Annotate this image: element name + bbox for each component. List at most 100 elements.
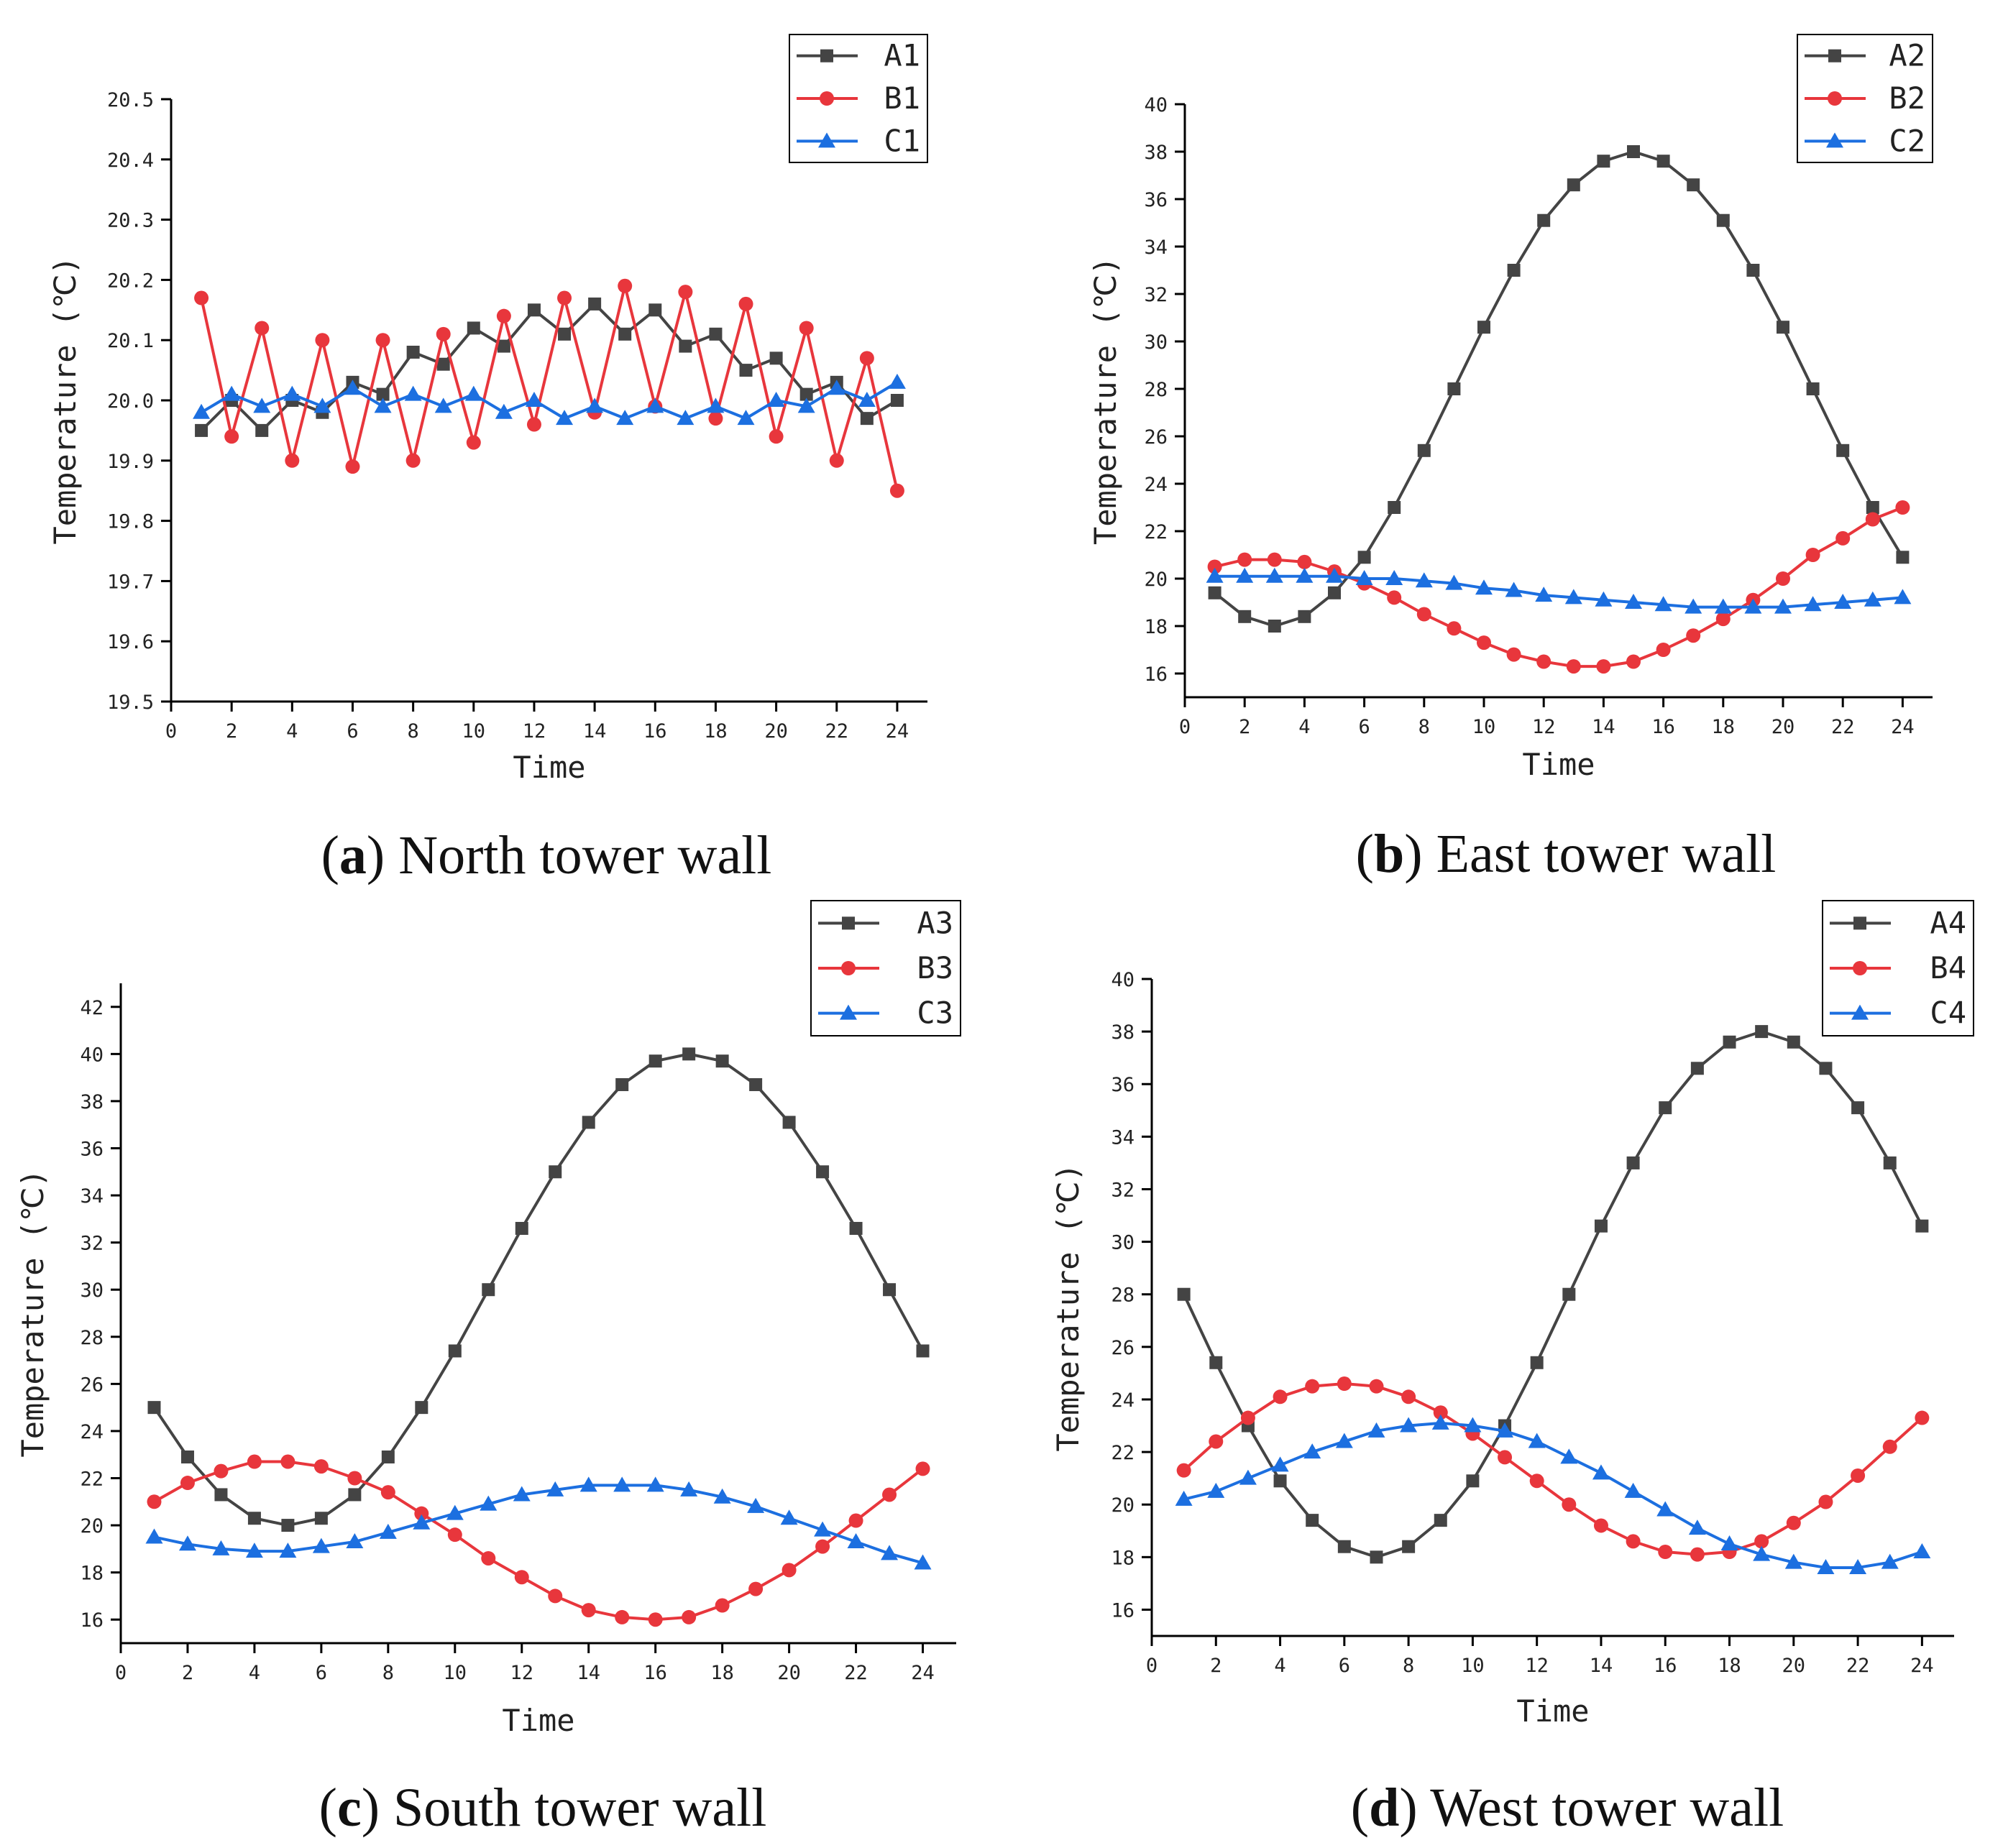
x-tick-label: 12 xyxy=(523,720,546,743)
data-point-C2 xyxy=(1774,598,1792,614)
data-point-C4 xyxy=(1913,1543,1931,1559)
legend-label-C2: C2 xyxy=(1889,123,1925,158)
y-tick-label: 32 xyxy=(80,1233,104,1255)
data-point-B4 xyxy=(1851,1468,1866,1483)
data-point-A4 xyxy=(1306,1514,1319,1527)
x-tick-label: 4 xyxy=(249,1662,260,1684)
legend-marker-C1 xyxy=(818,132,835,148)
data-point-C1 xyxy=(434,397,452,413)
data-point-A3 xyxy=(883,1283,897,1297)
data-point-C3 xyxy=(881,1545,899,1560)
legend: A3 B3 C3 xyxy=(810,900,961,1036)
data-point-C3 xyxy=(847,1533,865,1549)
data-point-A2 xyxy=(1537,213,1551,227)
data-point-B1 xyxy=(285,453,300,468)
data-point-C2 xyxy=(1654,596,1672,612)
data-point-A4 xyxy=(1273,1474,1287,1488)
data-point-A1 xyxy=(709,327,723,341)
y-tick-label: 24 xyxy=(1144,474,1168,496)
data-point-B4 xyxy=(1915,1410,1930,1425)
legend-label-C4: C4 xyxy=(1930,996,1966,1031)
x-tick-label: 16 xyxy=(643,720,667,743)
legend: A4 B4 C4 xyxy=(1822,900,1974,1036)
x-tick-label: 0 xyxy=(1179,716,1191,738)
data-point-B1 xyxy=(194,290,209,305)
data-point-C4 xyxy=(1817,1558,1835,1574)
x-tick-label: 24 xyxy=(1910,1655,1934,1677)
data-point-C3 xyxy=(914,1554,932,1570)
data-point-C2 xyxy=(1385,570,1403,585)
y-tick-label: 19.7 xyxy=(107,571,154,593)
data-point-B1 xyxy=(859,351,874,366)
data-point-A2 xyxy=(1627,145,1640,158)
x-tick-label: 12 xyxy=(510,1662,534,1684)
data-point-C1 xyxy=(313,397,331,413)
data-point-C3 xyxy=(245,1543,263,1558)
y-tick-label: 20.3 xyxy=(107,210,154,232)
x-tick-label: 2 xyxy=(182,1662,193,1684)
data-point-C2 xyxy=(1445,574,1463,590)
x-tick-label: 16 xyxy=(1651,716,1675,738)
data-point-B3 xyxy=(447,1527,462,1543)
y-tick-label: 20.1 xyxy=(107,330,154,352)
data-point-C1 xyxy=(616,410,634,426)
data-point-A1 xyxy=(255,423,269,437)
y-tick-label: 36 xyxy=(1144,189,1168,211)
data-point-A2 xyxy=(1447,382,1461,395)
data-point-C4 xyxy=(1271,1456,1289,1472)
data-point-B3 xyxy=(715,1598,730,1613)
data-point-C3 xyxy=(379,1523,397,1539)
x-tick-label: 22 xyxy=(844,1662,868,1684)
y-tick-label: 40 xyxy=(1111,969,1135,991)
data-point-B1 xyxy=(255,321,270,336)
data-point-B1 xyxy=(224,429,239,444)
data-point-B2 xyxy=(1656,643,1671,657)
data-point-A1 xyxy=(195,423,208,437)
data-point-A2 xyxy=(1656,155,1670,168)
data-point-B3 xyxy=(147,1494,162,1509)
data-point-B1 xyxy=(769,429,784,444)
data-point-C2 xyxy=(1894,589,1912,604)
data-point-C1 xyxy=(556,410,574,426)
data-point-A3 xyxy=(415,1401,428,1415)
data-point-B3 xyxy=(380,1485,395,1500)
data-point-C4 xyxy=(1175,1490,1193,1506)
data-point-B4 xyxy=(1690,1547,1705,1562)
y-tick-label: 20 xyxy=(1144,569,1168,591)
data-point-C3 xyxy=(480,1495,498,1511)
chart-south-tower-wall: 0 2 4 6 8 10 12 14 16 18 20 22 241618202224262830323… xyxy=(15,900,961,1838)
y-tick-label: 18 xyxy=(1111,1547,1135,1569)
data-point-A2 xyxy=(1836,443,1850,457)
data-point-A1 xyxy=(497,339,510,353)
data-point-A4 xyxy=(1434,1514,1447,1527)
x-tick-label: 4 xyxy=(286,720,298,743)
x-tick-label: 12 xyxy=(1525,1655,1549,1677)
data-point-C2 xyxy=(1535,587,1553,602)
data-point-A3 xyxy=(782,1116,796,1129)
data-point-C4 xyxy=(1528,1433,1546,1448)
legend-marker-B2 xyxy=(1828,91,1842,106)
x-tick-label: 6 xyxy=(1358,716,1370,738)
data-point-A1 xyxy=(679,339,692,353)
caption-paren-close: ) xyxy=(362,1778,393,1838)
caption-text: East tower wall xyxy=(1436,824,1777,884)
legend-marker-C3 xyxy=(840,1004,857,1020)
data-point-B2 xyxy=(1416,607,1431,622)
legend-label-C1: C1 xyxy=(884,123,920,158)
y-tick-label: 28 xyxy=(80,1327,104,1349)
data-point-B1 xyxy=(557,290,572,305)
data-point-A2 xyxy=(1567,178,1580,192)
data-point-C1 xyxy=(737,410,755,426)
y-tick-label: 20.4 xyxy=(107,150,154,172)
data-point-C1 xyxy=(374,397,392,413)
data-point-C2 xyxy=(1505,581,1523,597)
y-tick-label: 20 xyxy=(1111,1494,1135,1517)
y-axis-title: Temperature (℃) xyxy=(15,1169,50,1457)
x-tick-label: 18 xyxy=(704,720,728,743)
data-point-B4 xyxy=(1498,1450,1513,1465)
data-point-A4 xyxy=(1209,1356,1223,1369)
legend-label-A3: A3 xyxy=(917,905,953,940)
data-point-B2 xyxy=(1626,654,1641,669)
caption-paren-close: ) xyxy=(1399,1778,1430,1838)
data-point-A1 xyxy=(648,303,662,317)
